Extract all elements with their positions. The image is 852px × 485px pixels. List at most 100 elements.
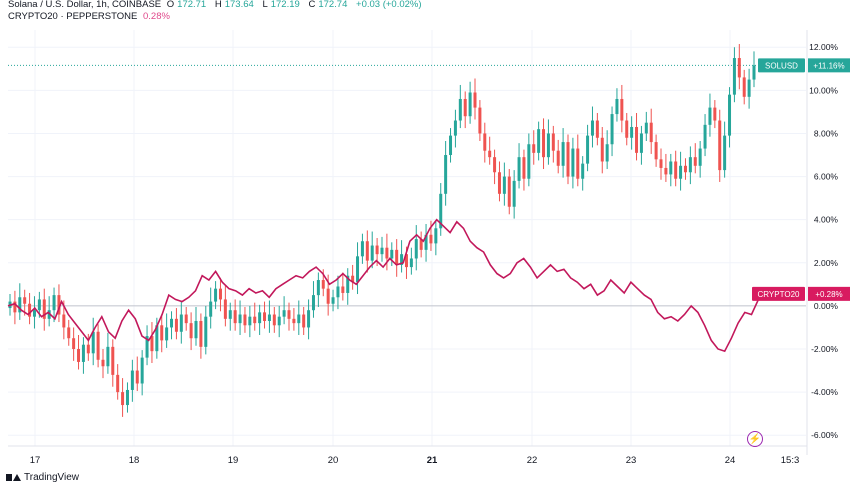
candle-body <box>493 157 497 173</box>
candle-body <box>135 370 139 384</box>
ohlc-open: O 172.71 <box>166 0 207 10</box>
x-tick-label: 24 <box>725 455 736 466</box>
y-tick-label: -2.00% <box>811 344 838 354</box>
candle-body <box>179 314 183 332</box>
y-tick-label: 0.00% <box>814 301 839 311</box>
candle-body <box>316 280 320 296</box>
candle-body <box>630 126 634 138</box>
candle-body <box>708 107 712 125</box>
x-tick-label: 18 <box>129 455 140 466</box>
candle-body <box>752 65 756 80</box>
candle-body <box>566 142 570 177</box>
candle-body <box>439 193 443 229</box>
series-badges: SOLUSD +11.16% CRYPTO20 +0.28% <box>752 58 850 301</box>
candle-body <box>581 163 585 179</box>
x-tick-label: 21 <box>427 455 438 466</box>
candle-body <box>199 320 203 347</box>
candle-body <box>228 310 232 319</box>
candle-body <box>253 316 257 324</box>
candle-body <box>414 239 418 259</box>
candle-body <box>18 297 22 313</box>
candle-body <box>542 129 546 158</box>
candle-body <box>742 77 746 97</box>
y-tick-label: 6.00% <box>814 172 839 182</box>
compare-legend[interactable]: CRYPTO20 · PEPPERSTONE 0.28% <box>8 11 173 22</box>
candle-body <box>644 122 648 134</box>
candle-body <box>698 148 702 166</box>
ohlc-high: H 173.64 <box>214 0 254 10</box>
candle-body <box>512 180 516 207</box>
candle-body <box>737 58 741 78</box>
y-tick-label: -6.00% <box>811 430 838 440</box>
candle-body <box>674 161 678 179</box>
candle-body <box>502 176 506 194</box>
candle-body <box>683 165 687 173</box>
candle-body <box>600 137 604 162</box>
candle-body <box>47 310 51 319</box>
candle-body <box>341 286 345 293</box>
price-axis[interactable]: 12.00% 10.00% 8.00% 6.00% 4.00% 2.00% 0.00% -2.… <box>809 42 838 440</box>
candle-body <box>478 107 482 134</box>
candle-body <box>728 94 732 136</box>
symbol-legend[interactable]: Solana / U.S. Dollar, 1h, COINBASE O 172.… <box>8 0 425 10</box>
price-change: +0.03 (+0.02%) <box>356 0 422 10</box>
candle-body <box>204 316 208 347</box>
candle-body <box>507 176 511 207</box>
candle-body <box>52 295 56 311</box>
y-tick-label: -4.00% <box>811 387 838 397</box>
candle-body <box>287 310 291 319</box>
candle-body <box>576 148 580 179</box>
x-tick-label: 19 <box>228 455 239 466</box>
time-axis[interactable]: 17 18 19 20 21 22 23 24 15:3 <box>30 455 800 466</box>
candle-body <box>42 299 46 319</box>
candle-body <box>400 254 404 265</box>
candle-body <box>723 135 727 171</box>
candle-body <box>551 133 555 151</box>
candle-body <box>654 142 658 160</box>
candle-body <box>488 150 492 158</box>
candle-body <box>419 239 423 250</box>
crypto20-compare-line <box>7 218 759 353</box>
candle-body <box>57 295 61 315</box>
candle-body <box>365 241 369 261</box>
candle-body <box>375 245 379 255</box>
lightning-icon[interactable]: ⚡ <box>747 431 763 447</box>
candle-body <box>356 256 360 283</box>
candle-body <box>165 327 169 341</box>
candle-body <box>713 107 717 121</box>
candle-body <box>32 310 36 317</box>
tradingview-logo[interactable]: TradingView <box>6 472 79 483</box>
candle-body <box>311 295 315 311</box>
x-tick-label: 20 <box>328 455 339 466</box>
candle-body <box>468 92 472 117</box>
candle-body <box>664 167 668 175</box>
candle-body <box>679 165 683 179</box>
candle-body <box>331 297 335 304</box>
compare-symbol: CRYPTO20 · PEPPERSTONE <box>8 11 138 22</box>
candle-body <box>434 228 438 244</box>
candle-body <box>522 157 526 179</box>
candle-body <box>429 234 433 244</box>
candle-body <box>404 254 408 268</box>
candle-body <box>546 133 550 158</box>
candle-body <box>497 172 501 194</box>
tradingview-logo-icon <box>6 473 21 482</box>
candle-body <box>615 98 619 115</box>
candle-body <box>390 249 394 259</box>
candle-body <box>77 349 81 362</box>
candle-body <box>571 148 575 177</box>
x-tick-label: 22 <box>527 455 538 466</box>
candle-body <box>449 135 453 156</box>
candle-body <box>718 120 722 171</box>
candle-body <box>610 114 614 145</box>
y-tick-label: 8.00% <box>814 128 839 138</box>
candle-body <box>556 150 560 166</box>
candle-body <box>620 98 624 121</box>
candle-body <box>267 314 271 321</box>
crypto20-badge-value: +0.28% <box>815 290 842 299</box>
candle-body <box>272 314 276 326</box>
candle-body <box>732 58 736 95</box>
candle-body <box>96 331 100 360</box>
candle-body <box>81 344 85 362</box>
